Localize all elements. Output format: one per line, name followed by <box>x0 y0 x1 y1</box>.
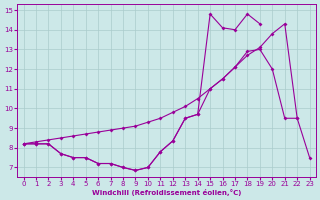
X-axis label: Windchill (Refroidissement éolien,°C): Windchill (Refroidissement éolien,°C) <box>92 189 241 196</box>
